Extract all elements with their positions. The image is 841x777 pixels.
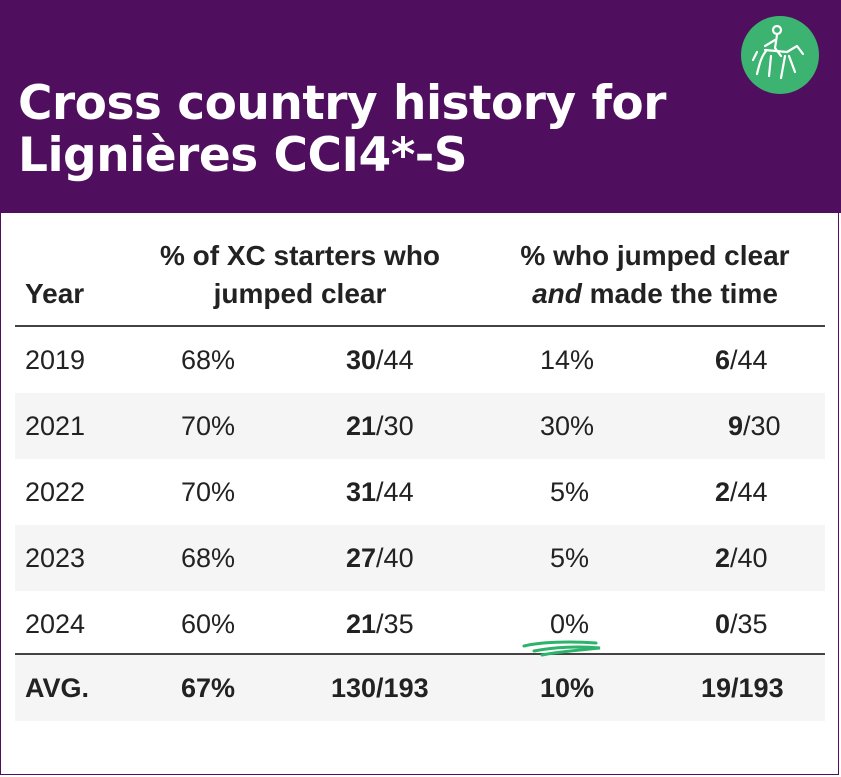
cell-clear-count: 27: [346, 543, 377, 573]
cell-time-ratio: 6/44: [715, 327, 768, 393]
column-header-clear-line-1: % of XC starters who: [159, 240, 441, 271]
cell-clear-ratio: 30/44: [346, 327, 414, 393]
cell-year: 2019: [25, 345, 86, 375]
cell-time-pct: 14%: [540, 345, 595, 375]
cell-time-count: 9: [728, 411, 744, 441]
cell-year: 2022: [25, 477, 86, 507]
cell-clear-total: /35: [376, 609, 414, 639]
cell-year: 2024: [25, 609, 86, 639]
cell-clear-ratio: 31/44: [346, 459, 414, 525]
cell-clear-total: /44: [376, 345, 414, 375]
table-row: 2023 68% 27/40 5% 2/40: [15, 525, 825, 591]
table-row: 2024 60% 21/35 0% 0/35: [15, 591, 825, 657]
horse-rider-icon: [741, 16, 819, 94]
green-scribble-underline: [522, 640, 601, 657]
cell-time-pct: 30%: [540, 411, 595, 441]
cell-clear-ratio: 21/35: [346, 591, 414, 657]
cell-time-ratio: 9/30: [728, 393, 781, 459]
table-row: 2019 68% 30/44 14% 6/44: [15, 327, 825, 393]
cell-clear-pct: 70%: [181, 477, 236, 507]
cell-time-pct: 5%: [550, 477, 590, 507]
cell-clear-count: 30: [346, 345, 377, 375]
cell-clear-ratio: 21/30: [346, 393, 414, 459]
column-header-clear-line-2: jumped clear: [213, 278, 387, 309]
average-time-pct: 10%: [540, 673, 595, 703]
cell-clear-total: /40: [376, 543, 414, 573]
results-table: Year % of XC starters who jumped clear %…: [15, 215, 825, 721]
cell-clear-pct: 60%: [181, 609, 236, 639]
cell-time-count: 0: [715, 609, 731, 639]
cell-clear-pct: 70%: [181, 411, 236, 441]
average-time-ratio: 19/193: [701, 673, 784, 703]
title-line-2: Lignières CCI4*-S: [18, 128, 468, 183]
column-header-time-line-1: % who jumped clear: [520, 240, 790, 271]
cell-time-total: /44: [730, 345, 768, 375]
cell-time-total: /35: [730, 609, 768, 639]
cell-time-total: /44: [730, 477, 768, 507]
cell-clear-total: /30: [376, 411, 414, 441]
cell-clear-count: 21: [346, 411, 377, 441]
table-header-row: Year % of XC starters who jumped clear %…: [15, 215, 825, 326]
column-header-time-rest: made the time: [581, 278, 778, 309]
cell-year: 2023: [25, 543, 86, 573]
cell-time-pct: 0%: [550, 609, 590, 639]
column-header-time: % who jumped clear and made the time: [505, 237, 805, 313]
cell-time-count: 2: [715, 543, 731, 573]
average-clear-pct: 67%: [181, 673, 236, 703]
column-header-time-line-2: and made the time: [505, 275, 805, 313]
table-row: 2021 70% 21/30 30% 9/30: [15, 393, 825, 459]
cell-year: 2021: [25, 411, 86, 441]
cell-time-ratio: 2/44: [715, 459, 768, 525]
cell-clear-pct: 68%: [181, 543, 236, 573]
cell-clear-ratio: 27/40: [346, 525, 414, 591]
cell-time-count: 2: [715, 477, 731, 507]
title-line-1: Cross country history for: [18, 76, 666, 131]
column-header-clear: % of XC starters who jumped clear: [140, 237, 460, 313]
cell-time-ratio: 2/40: [715, 525, 768, 591]
cell-clear-pct: 68%: [181, 345, 236, 375]
header-banner: Cross country history for Lignières CCI4…: [0, 0, 841, 213]
cell-clear-count: 31: [346, 477, 377, 507]
average-row: AVG. 67% 130/193 10% 19/193: [15, 655, 825, 721]
table-row: 2022 70% 31/44 5% 2/44: [15, 459, 825, 525]
cell-time-count: 6: [715, 345, 731, 375]
header-divider: [15, 325, 825, 327]
average-clear-ratio: 130/193: [331, 673, 429, 703]
cell-time-total: /30: [743, 411, 781, 441]
cell-time-pct: 5%: [550, 543, 590, 573]
column-header-year: Year: [25, 278, 85, 309]
average-label: AVG.: [25, 673, 90, 703]
cell-time-ratio: 0/35: [715, 591, 768, 657]
cell-clear-count: 21: [346, 609, 377, 639]
column-header-time-and: and: [532, 278, 582, 309]
cell-clear-total: /44: [376, 477, 414, 507]
cell-time-total: /40: [730, 543, 768, 573]
average-divider: [15, 653, 825, 655]
page-title: Cross country history for Lignières CCI4…: [18, 78, 718, 182]
